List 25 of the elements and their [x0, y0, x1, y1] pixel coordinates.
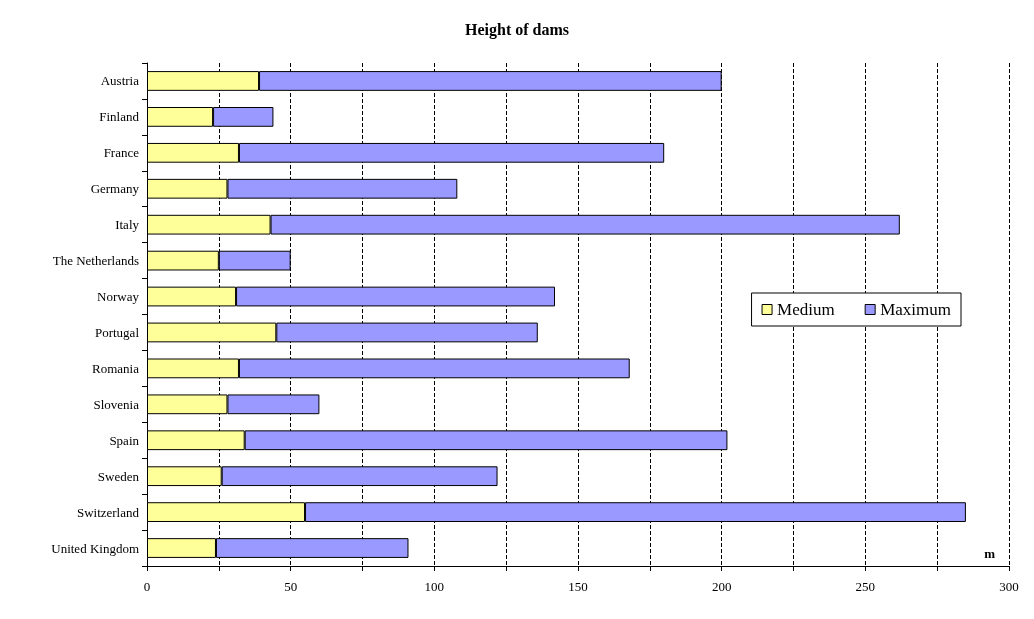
legend-label: Medium [777, 300, 835, 319]
legend-label: Maximum [880, 300, 952, 319]
y-tick-label: Romania [92, 360, 140, 376]
x-tick-label: 50 [284, 579, 298, 594]
x-tick-label: 300 [999, 579, 1019, 594]
x-tick-label: 150 [568, 579, 588, 594]
chart-title: Height of dams [465, 20, 569, 39]
x-tick-label: 100 [424, 579, 445, 594]
y-tick-label: France [103, 145, 140, 161]
x-tick-label: 200 [711, 579, 732, 594]
y-tick-label: Slovenia [93, 396, 140, 412]
x-tick-label: 0 [143, 579, 151, 594]
y-tick-label: Germany [90, 181, 140, 197]
y-tick-label: Norway [97, 289, 140, 305]
y-tick-label: The Netherlands [52, 253, 139, 269]
x-tick-label: 250 [855, 579, 876, 594]
y-tick-label: Switzerland [76, 504, 140, 520]
y-tick-label: Italy [115, 217, 140, 233]
y-tick-label: Sweden [97, 468, 140, 484]
x-axis-title: m [984, 546, 996, 561]
y-tick-label: Portugal [94, 324, 140, 340]
y-tick-label: Austria [100, 73, 140, 89]
y-tick-label: Spain [109, 432, 140, 448]
y-tick-label: Finland [99, 109, 140, 125]
y-tick-label: United Kingdom [51, 540, 139, 556]
